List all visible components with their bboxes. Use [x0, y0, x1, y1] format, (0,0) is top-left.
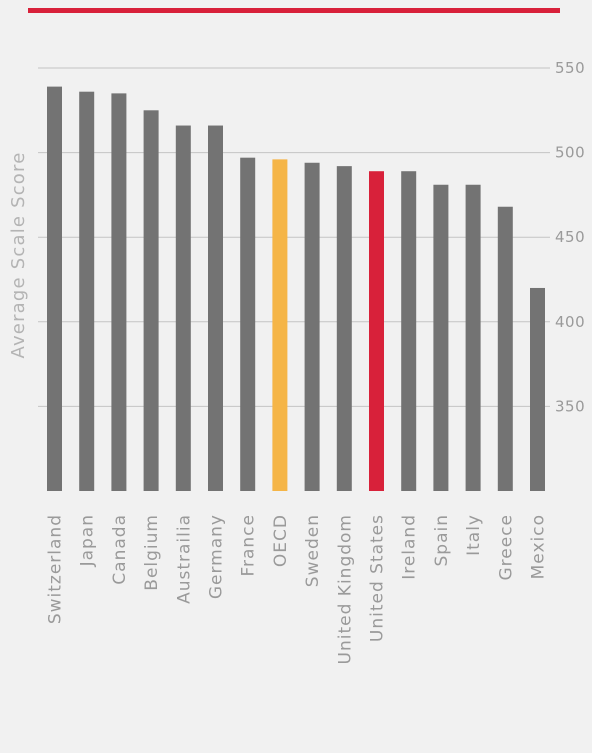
bar [208, 125, 223, 491]
bar [79, 91, 95, 492]
y-axis-ticks: 350 400 450 500 550 [555, 59, 585, 415]
bar [111, 93, 127, 491]
bar [530, 287, 545, 491]
category-label: United Kingdom [335, 514, 355, 664]
category-label: Canada [110, 514, 130, 585]
header-accent-bar [28, 8, 560, 13]
bar [369, 171, 384, 491]
category-label: Austrailia [174, 514, 194, 604]
category-label: Sweden [303, 514, 323, 587]
y-tick-label: 350 [555, 397, 585, 415]
category-label: Greece [496, 514, 516, 581]
category-label: Mexico [529, 514, 549, 579]
bar [304, 162, 320, 491]
bars [47, 86, 545, 492]
category-label: France [239, 514, 259, 577]
category-label: Belgium [142, 514, 162, 591]
category-label: Spain [432, 514, 452, 567]
y-tick-label: 450 [555, 228, 585, 246]
bar [433, 184, 449, 492]
category-labels: Switzerland Japan Canada Belgium Austrailia G… [46, 514, 549, 664]
category-label: Japan [78, 514, 98, 567]
category-label: Germany [207, 514, 227, 599]
y-tick-label: 550 [555, 59, 585, 77]
y-axis-label: Average Scale Score [8, 151, 29, 358]
category-label: Italy [464, 514, 484, 556]
category-label: Ireland [400, 514, 420, 580]
bar [465, 184, 481, 492]
bar [175, 125, 191, 491]
bar [47, 86, 62, 491]
y-tick-label: 500 [555, 144, 585, 162]
bar [143, 110, 159, 492]
category-label: United States [368, 514, 388, 642]
bar [401, 171, 417, 491]
bar [497, 206, 513, 491]
bar [272, 159, 288, 492]
category-label: OECD [271, 514, 291, 567]
category-label: Switzerland [46, 514, 66, 624]
y-tick-label: 400 [555, 313, 585, 331]
bar [336, 166, 352, 492]
bar [240, 157, 256, 491]
